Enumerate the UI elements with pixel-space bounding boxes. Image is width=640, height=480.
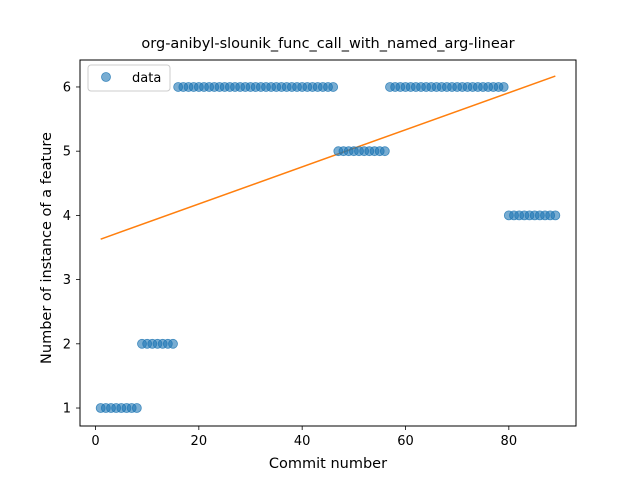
y-axis-title: Number of instance of a feature	[39, 132, 55, 364]
data-point	[328, 82, 339, 92]
data-point	[168, 338, 178, 349]
plot-frame	[79, 59, 577, 427]
data-points-layer	[95, 82, 561, 413]
fit-line-layer	[100, 75, 556, 240]
legend-label-data: data	[132, 71, 161, 86]
legend-marker-data	[101, 72, 111, 82]
y-tick-label: 1	[63, 402, 71, 417]
x-axis: 0 20 40 60 80	[91, 426, 517, 449]
y-axis: 1 2 3 4 5 6	[63, 80, 80, 417]
y-tick-label: 6	[63, 80, 71, 95]
x-tick-label: 60	[397, 434, 414, 449]
fit-line	[100, 75, 556, 240]
y-tick-label: 3	[63, 273, 71, 288]
y-tick-label: 2	[63, 337, 71, 352]
data-point	[131, 403, 142, 413]
x-tick-label: 80	[501, 434, 518, 449]
x-axis-title: Commit number	[269, 456, 387, 472]
data-point	[550, 210, 561, 221]
data-point	[498, 82, 509, 92]
x-tick-label: 0	[91, 434, 99, 449]
x-tick-label: 20	[191, 434, 208, 449]
legend: data	[87, 64, 171, 92]
y-tick-label: 5	[63, 145, 71, 160]
x-tick-label: 40	[294, 434, 311, 449]
y-tick-label: 4	[63, 209, 71, 224]
data-point	[379, 146, 390, 157]
legend-box	[87, 64, 171, 92]
chart-title: org-anibyl-slounik_func_call_with_named_…	[141, 36, 514, 52]
